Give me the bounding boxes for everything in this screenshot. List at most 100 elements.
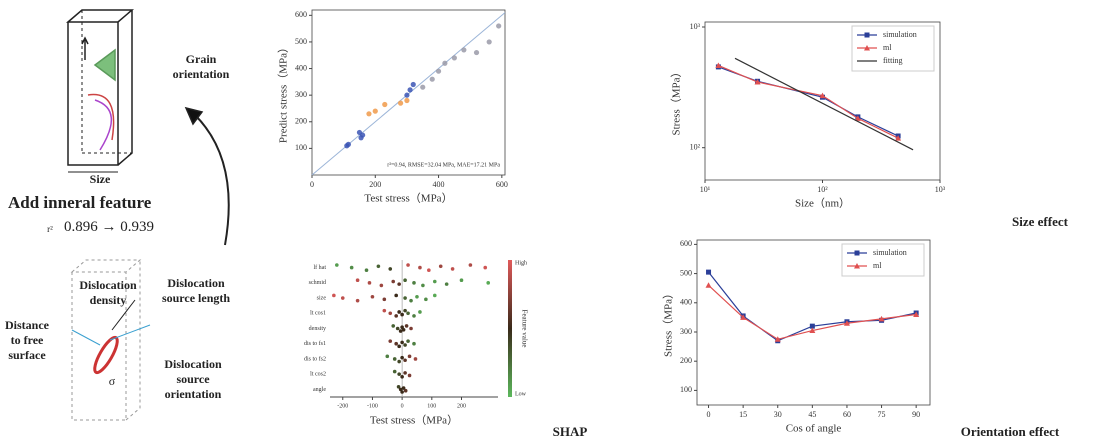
feature-label: schmid — [309, 280, 326, 286]
shap-dot — [355, 298, 360, 303]
legend-box — [841, 243, 925, 277]
shap-dot — [397, 372, 401, 376]
shap-dot — [394, 314, 398, 318]
legend-label: ml — [883, 43, 892, 52]
data-point — [461, 47, 467, 53]
data-point — [404, 97, 410, 104]
shap-dot — [349, 265, 354, 270]
shap-dot — [412, 341, 416, 346]
data-point — [895, 135, 902, 141]
y-tick-label: 600 — [680, 239, 692, 248]
x-tick-label: 45 — [808, 410, 816, 419]
shap-dot — [400, 312, 404, 317]
shap-dot — [401, 328, 406, 332]
x-tick-label: 200 — [457, 403, 466, 409]
shap-dot — [483, 265, 488, 270]
feature-label: dis to fs1 — [304, 340, 326, 347]
shap-dot — [412, 281, 416, 285]
x-axis-label: Test stress（MPa） — [370, 414, 458, 427]
feature-label: lt cos1 — [310, 311, 326, 317]
y-axis-label: Predict stress（MPa） — [277, 42, 290, 143]
feature-label: density — [309, 326, 326, 332]
data-point — [473, 49, 480, 56]
shap-dot — [403, 343, 407, 347]
shap-dot — [406, 263, 410, 267]
shap-dot — [379, 283, 384, 288]
shap-dot — [400, 340, 404, 345]
shap-dot — [340, 296, 345, 300]
shap-dot — [468, 263, 473, 267]
x-tick-label: 30 — [774, 410, 782, 419]
series-line — [734, 57, 914, 151]
shap-dot — [397, 344, 401, 349]
data-point — [435, 68, 442, 74]
shap-dot — [394, 341, 398, 346]
y-tick-label: 10³ — [690, 22, 701, 31]
legend-marker — [864, 32, 870, 38]
shap-dot — [355, 278, 360, 283]
panel-label: Size effect — [1012, 214, 1068, 229]
shap-dot — [450, 267, 455, 271]
data-point — [442, 60, 448, 66]
data-point — [913, 311, 920, 317]
x-tick-label: 10³ — [935, 185, 946, 194]
legend-label: simulation — [883, 30, 917, 39]
shap-dot — [486, 281, 491, 285]
shap-dot — [401, 386, 406, 390]
shap-dot — [432, 279, 437, 284]
y-tick-label: 400 — [680, 298, 692, 307]
shap-dot — [421, 283, 425, 288]
y-tick-label: 100 — [295, 143, 307, 152]
x-axis-label: Test stress（MPa） — [364, 192, 452, 205]
data-point — [451, 55, 457, 61]
data-point — [774, 336, 781, 342]
shap-dot — [424, 297, 428, 302]
label-grain-orientation: Grain orientation — [172, 52, 230, 81]
data-point — [809, 323, 815, 329]
panel-label: Orientation effect — [960, 424, 1060, 439]
shap-dot — [391, 279, 396, 284]
data-point — [740, 314, 747, 320]
x-axis-label: Size（nm） — [795, 197, 850, 210]
shap-dot — [395, 326, 400, 331]
feature-label: angle — [313, 387, 326, 393]
shap-dot — [413, 357, 418, 361]
x-tick-label: 15 — [739, 410, 747, 419]
y-tick-label: 500 — [680, 268, 692, 277]
shap-dot — [391, 324, 396, 328]
shap-dot — [396, 384, 401, 389]
legend-marker — [854, 263, 860, 269]
y-tick-label: 400 — [295, 63, 307, 72]
shap-dot — [388, 311, 393, 316]
x-tick-label: -200 — [337, 403, 348, 409]
x-tick-label: 75 — [878, 410, 886, 419]
data-point — [372, 108, 378, 114]
label-r2-change: 0.896 → 0.939 — [64, 219, 154, 235]
y-tick-label: 300 — [680, 327, 692, 336]
feature-label: size — [317, 295, 327, 301]
shap-dot — [388, 267, 393, 271]
x-tick-label: 0 — [707, 410, 711, 419]
y-axis-label: Stress（MPa） — [670, 66, 683, 135]
data-point — [429, 76, 435, 82]
shap-dot — [415, 294, 419, 299]
series-line — [718, 64, 899, 139]
feature-label: lf hat — [314, 264, 327, 271]
shap-dot — [397, 282, 401, 286]
label-free-surface: Distance to free surface — [5, 318, 49, 362]
shap-dot — [397, 310, 401, 314]
legend-label: fitting — [883, 56, 903, 65]
x-tick-label: 10² — [817, 185, 828, 194]
shap-dot — [427, 268, 431, 273]
x-tick-label: 90 — [912, 410, 920, 419]
x-tick-label: 60 — [843, 410, 851, 419]
shap-dot — [388, 339, 393, 343]
shap-dot — [332, 293, 336, 298]
colorbar — [508, 260, 512, 397]
colorbar-low: Low — [515, 391, 527, 397]
data-point — [360, 132, 366, 138]
data-point — [809, 327, 816, 334]
shap-dot — [406, 339, 410, 343]
data-point — [878, 315, 885, 322]
